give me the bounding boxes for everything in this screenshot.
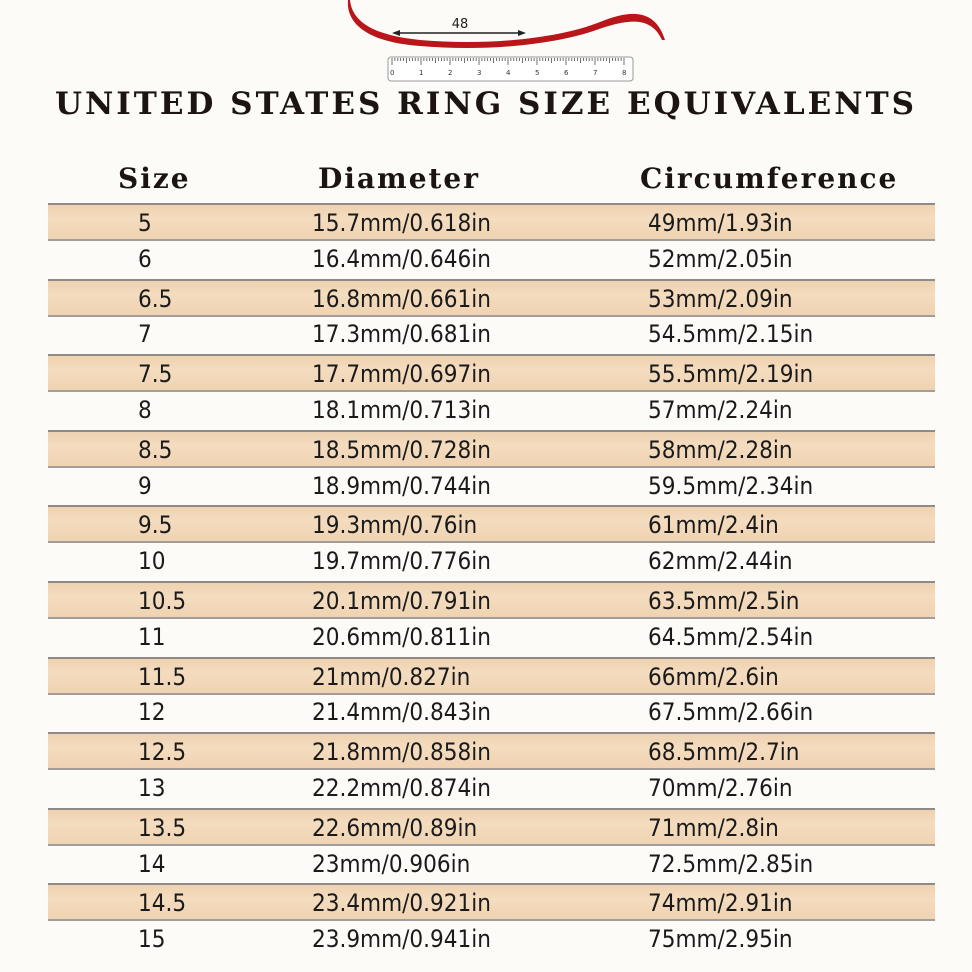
table-row: 5 15.7mm/0.618in 49mm/1.93in: [48, 203, 935, 241]
header-circumference: Circumference: [640, 162, 899, 195]
cell-diameter: 23.4mm/0.921in: [312, 889, 491, 918]
cell-circumference: 53mm/2.09in: [648, 284, 793, 313]
measure-label: 48: [452, 17, 469, 32]
cell-diameter: 23mm/0.906in: [312, 849, 471, 878]
cell-circumference: 64.5mm/2.54in: [648, 622, 814, 651]
cell-diameter: 23.9mm/0.941in: [312, 925, 491, 954]
cell-diameter: 18.1mm/0.713in: [312, 396, 491, 424]
table-row: 6.5 16.8mm/0.661in 53mm/2.09in: [48, 278, 935, 317]
cell-circumference: 61mm/2.4in: [648, 511, 779, 540]
table-row: 11 20.6mm/0.811in 64.5mm/2.54in: [48, 619, 935, 657]
cell-diameter: 21.4mm/0.843in: [312, 698, 491, 727]
cell-diameter: 19.7mm/0.776in: [312, 547, 491, 576]
table-row: 9 18.9mm/0.744in 59.5mm/2.34in: [48, 468, 935, 506]
cell-diameter: 16.8mm/0.661in: [312, 284, 491, 313]
cell-diameter: 18.9mm/0.744in: [312, 471, 491, 500]
cell-size: 13: [138, 774, 166, 802]
cell-size: 14: [138, 849, 166, 878]
cell-size: 10: [138, 547, 166, 576]
table-row: 9.5 19.3mm/0.76in 61mm/2.4in: [48, 505, 935, 544]
cell-size: 15: [138, 925, 166, 954]
cell-size: 7: [138, 320, 152, 349]
ruler-number: 4: [506, 69, 511, 77]
cell-circumference: 74mm/2.91in: [648, 889, 793, 918]
cell-diameter: 17.7mm/0.697in: [312, 360, 491, 389]
cell-size: 7.5: [138, 360, 173, 389]
table-row: 13.5 22.6mm/0.89in 71mm/2.8in: [48, 807, 935, 846]
cell-size: 6: [138, 244, 152, 273]
cell-diameter: 19.3mm/0.76in: [312, 511, 478, 540]
cell-size: 12: [138, 698, 166, 727]
table-row: 12 21.4mm/0.843in 67.5mm/2.66in: [48, 694, 935, 732]
cell-diameter: 21mm/0.827in: [312, 662, 471, 691]
cell-circumference: 68.5mm/2.7in: [648, 738, 800, 767]
table-row: 13 22.2mm/0.874in 70mm/2.76in: [48, 770, 935, 808]
ruler-number: 1: [419, 69, 423, 77]
cell-size: 12.5: [138, 738, 187, 767]
table-row: 8.5 18.5mm/0.728in 58mm/2.28in: [48, 429, 935, 468]
cell-diameter: 18.5mm/0.728in: [312, 435, 491, 464]
cell-size: 9: [138, 471, 152, 500]
cell-circumference: 66mm/2.6in: [648, 662, 779, 691]
table-row: 6 16.4mm/0.646in 52mm/2.05in: [48, 241, 935, 279]
table-row: 10 19.7mm/0.776in 62mm/2.44in: [48, 543, 935, 581]
table-row: 7.5 17.7mm/0.697in 55.5mm/2.19in: [48, 354, 935, 393]
cell-circumference: 67.5mm/2.66in: [648, 698, 814, 727]
cell-size: 9.5: [138, 511, 173, 540]
ruler-number: 5: [535, 69, 539, 77]
ruler-number: 6: [564, 69, 569, 77]
cell-size: 13.5: [138, 813, 187, 842]
table-row: 10.5 20.1mm/0.791in 63.5mm/2.5in: [48, 581, 935, 619]
cell-size: 8.5: [138, 435, 173, 464]
cell-size: 11: [138, 622, 166, 651]
measuring-tape: [347, 0, 665, 48]
ruler-number: 0: [390, 69, 394, 77]
cell-circumference: 63.5mm/2.5in: [648, 587, 800, 615]
table-row: 15 23.9mm/0.941in 75mm/2.95in: [48, 921, 935, 959]
cell-diameter: 17.3mm/0.681in: [312, 320, 491, 349]
header-diameter: Diameter: [318, 162, 481, 195]
cell-diameter: 22.6mm/0.89in: [312, 813, 478, 842]
cell-circumference: 49mm/1.93in: [648, 209, 793, 237]
cell-circumference: 55.5mm/2.19in: [648, 360, 814, 389]
cell-diameter: 16.4mm/0.646in: [312, 244, 491, 273]
cell-size: 10.5: [138, 587, 187, 615]
table-row: 14 23mm/0.906in 72.5mm/2.85in: [48, 846, 935, 884]
table-row: 7 17.3mm/0.681in 54.5mm/2.15in: [48, 316, 935, 354]
ruler-number: 7: [593, 69, 597, 77]
cell-circumference: 59.5mm/2.34in: [648, 471, 814, 500]
cell-circumference: 70mm/2.76in: [648, 774, 793, 802]
ring-measuring-tape-illustration: 48 0 1 2 3 4 5 6 7 8: [347, 0, 665, 82]
cell-circumference: 54.5mm/2.15in: [648, 320, 814, 349]
table-row: 11.5 21mm/0.827in 66mm/2.6in: [48, 656, 935, 695]
cell-size: 6.5: [138, 284, 173, 313]
page-title: UNITED STATES RING SIZE EQUIVALENTS: [54, 86, 918, 122]
table-row: 8 18.1mm/0.713in 57mm/2.24in: [48, 392, 935, 430]
cell-circumference: 58mm/2.28in: [648, 435, 793, 464]
cell-size: 8: [138, 396, 152, 424]
ruler: 0 1 2 3 4 5 6 7 8: [387, 56, 634, 82]
ruler-number: 2: [448, 69, 452, 77]
header-size: Size: [118, 162, 191, 195]
cell-diameter: 21.8mm/0.858in: [312, 738, 491, 767]
cell-size: 14.5: [138, 889, 187, 918]
cell-circumference: 62mm/2.44in: [648, 547, 793, 576]
cell-circumference: 71mm/2.8in: [648, 813, 779, 842]
cell-size: 5: [138, 209, 152, 237]
cell-diameter: 15.7mm/0.618in: [312, 209, 491, 237]
table-row: 12.5 21.8mm/0.858in 68.5mm/2.7in: [48, 732, 935, 771]
ruler-number: 3: [477, 69, 481, 77]
cell-circumference: 57mm/2.24in: [648, 396, 793, 424]
cell-diameter: 20.6mm/0.811in: [312, 622, 491, 651]
table-row: 14.5 23.4mm/0.921in 74mm/2.91in: [48, 883, 935, 922]
cell-circumference: 75mm/2.95in: [648, 925, 793, 954]
cell-diameter: 22.2mm/0.874in: [312, 774, 491, 802]
cell-size: 11.5: [138, 662, 187, 691]
ruler-number: 8: [622, 69, 626, 77]
cell-circumference: 52mm/2.05in: [648, 244, 793, 273]
cell-circumference: 72.5mm/2.85in: [648, 849, 814, 878]
cell-diameter: 20.1mm/0.791in: [312, 587, 491, 615]
